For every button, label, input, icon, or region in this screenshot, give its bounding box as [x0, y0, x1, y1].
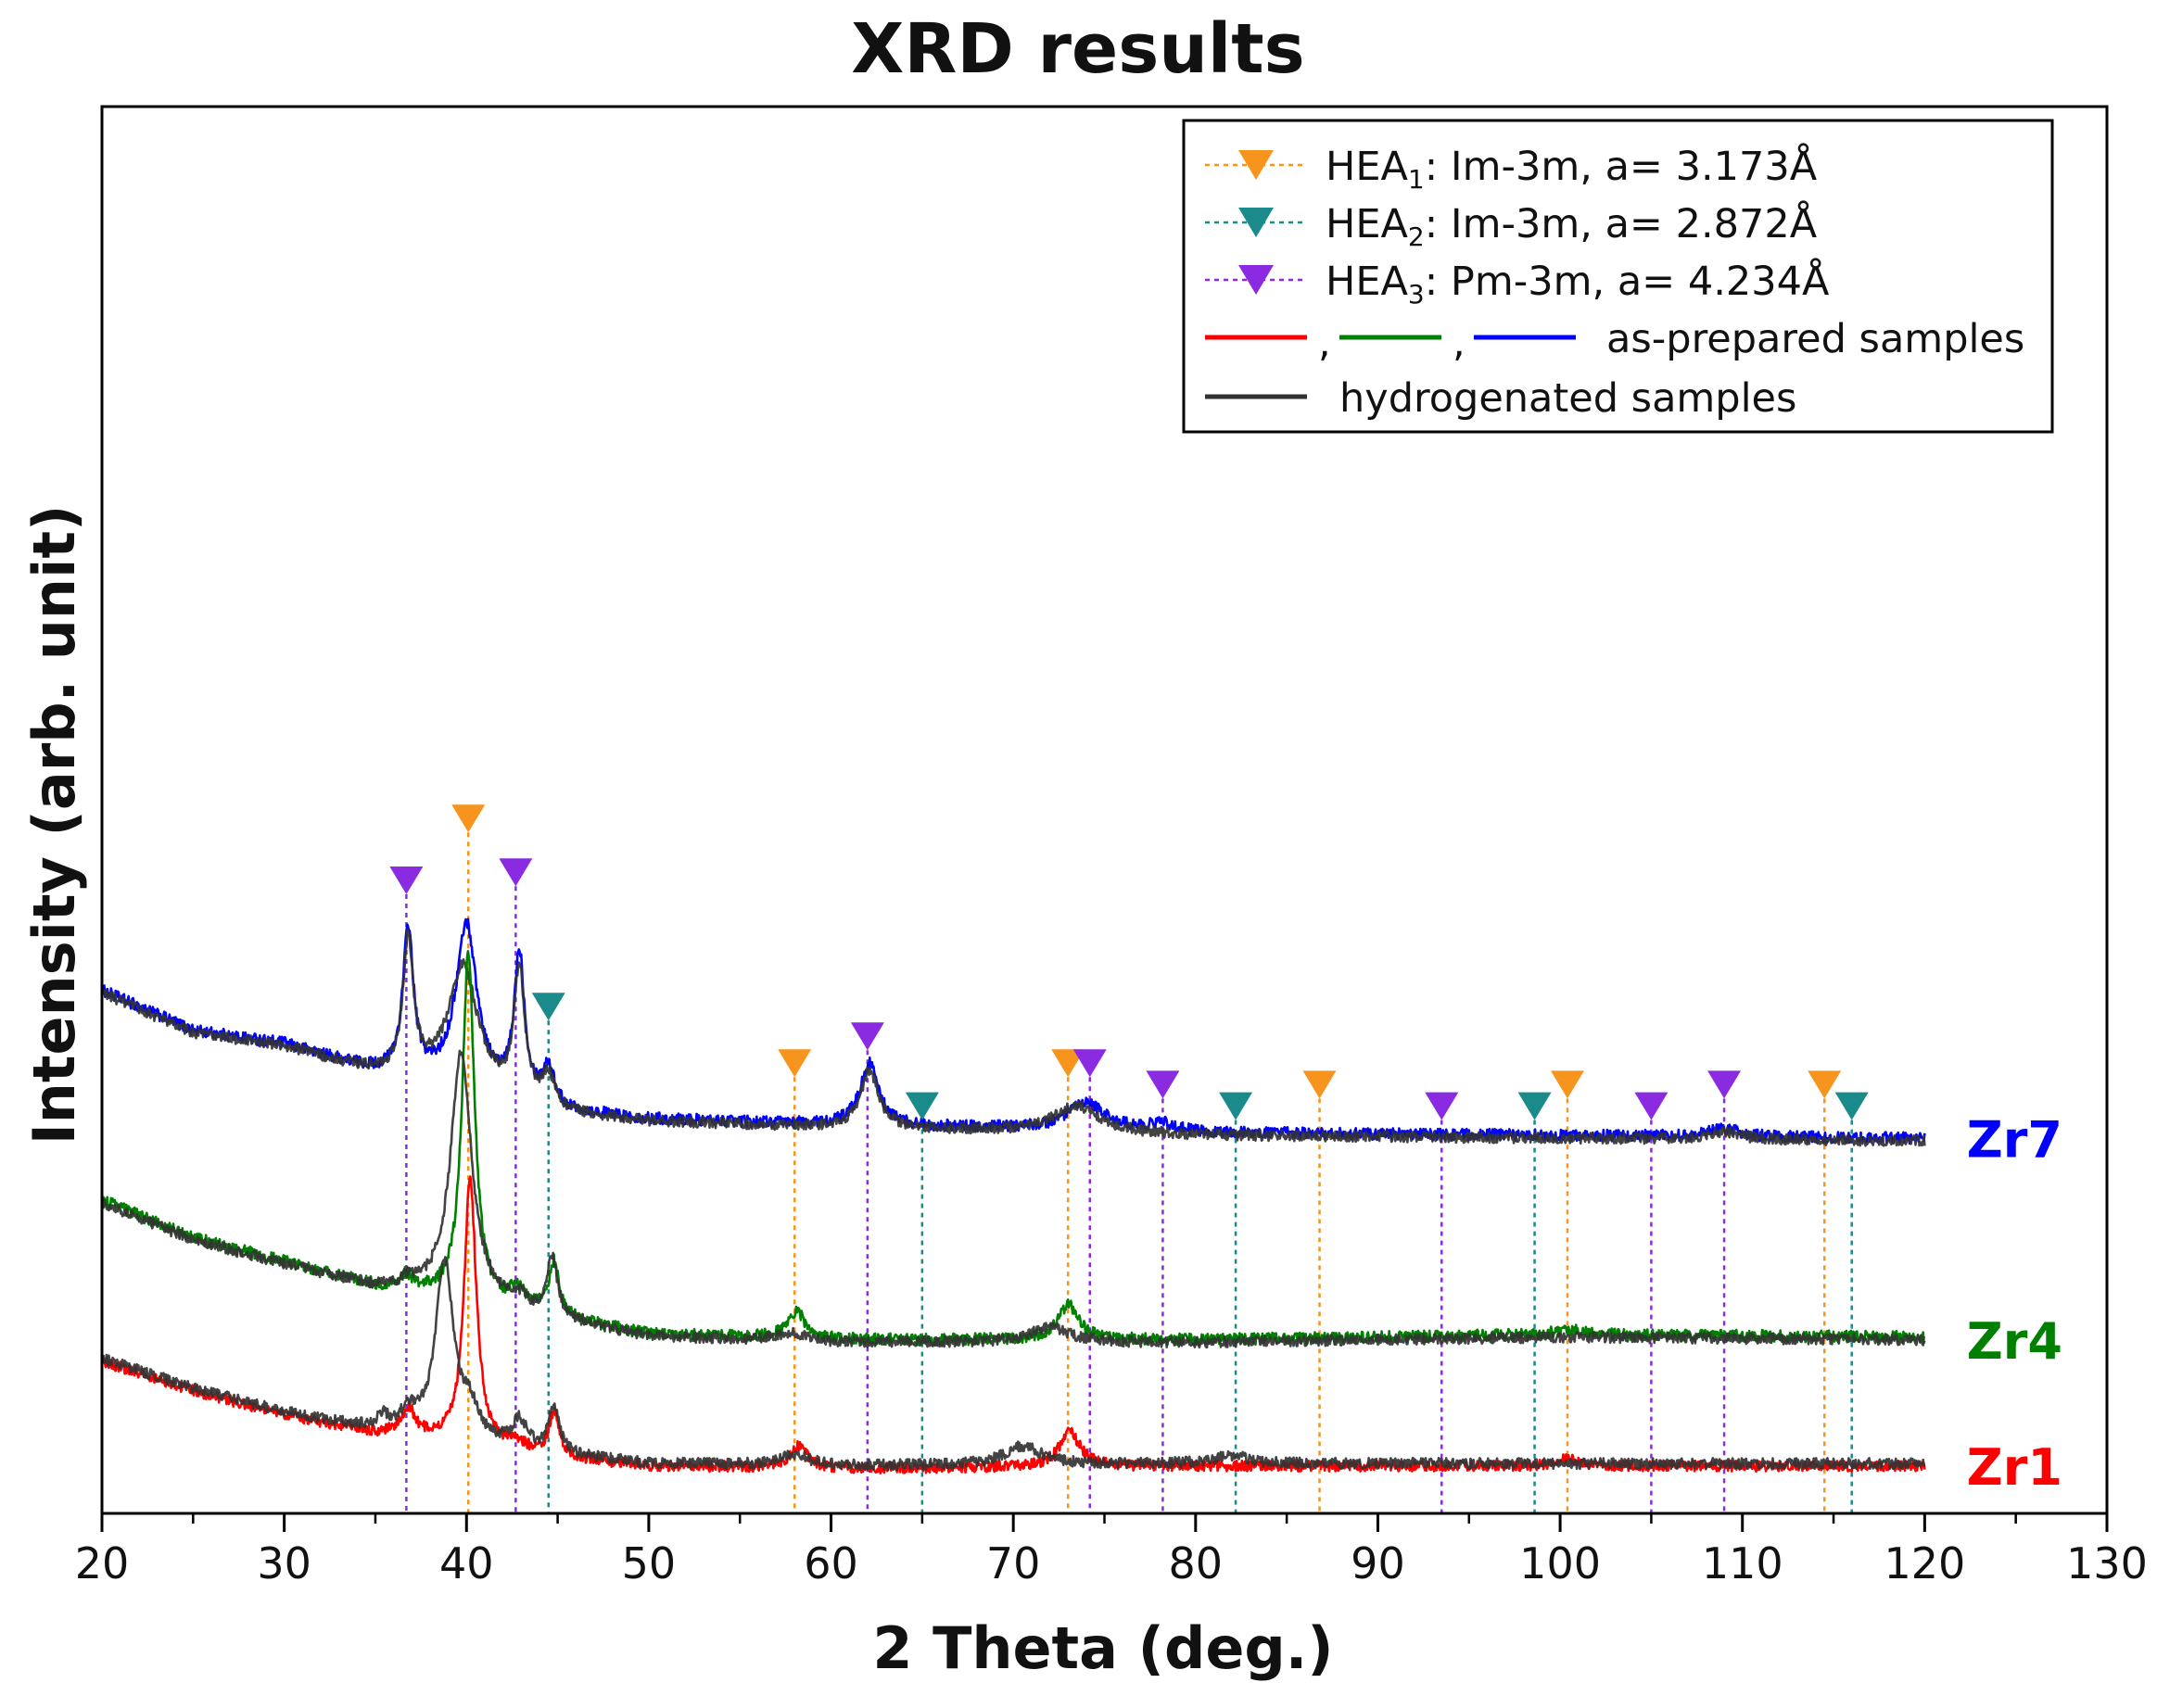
marker-hea2 [1517, 1092, 1552, 1120]
legend-separator: , [1453, 320, 1465, 366]
marker-hea3 [389, 867, 424, 894]
marker-hea3 [1425, 1092, 1459, 1120]
sample-label-zr7: Zr7 [1967, 1110, 2062, 1169]
marker-hea3 [850, 1022, 884, 1051]
marker-hea1 [451, 804, 486, 833]
marker-hea1 [1550, 1070, 1584, 1099]
x-tick-label: 100 [1519, 1538, 1601, 1588]
marker-hea2 [531, 993, 565, 1021]
sample-label-zr1: Zr1 [1967, 1438, 2062, 1497]
marker-hea2 [1834, 1092, 1869, 1120]
x-tick-label: 70 [986, 1538, 1041, 1588]
zr1-hydrogenated-curve [100, 1256, 1926, 1472]
legend-marker [1238, 208, 1274, 237]
x-tick-label: 90 [1351, 1538, 1405, 1588]
x-tick-label: 50 [622, 1538, 677, 1588]
legend-label: HEA3: Pm-3m, a= 4.234Å [1326, 258, 1830, 310]
legend-marker [1238, 265, 1274, 295]
legend-label: HEA1: Im-3m, a= 3.173Å [1326, 143, 1818, 195]
marker-hea3 [1707, 1070, 1742, 1099]
marker-hea2 [905, 1092, 939, 1120]
phase-markers [389, 804, 1869, 1120]
marker-hea3 [1634, 1092, 1669, 1120]
phase-reference-lines [405, 832, 1853, 1513]
marker-hea1 [1302, 1070, 1337, 1099]
marker-hea3 [1146, 1070, 1180, 1099]
marker-hea1 [778, 1049, 812, 1078]
legend-label: as-prepared samples [1606, 316, 2024, 362]
marker-hea3 [1072, 1049, 1107, 1078]
chart-title: XRD results [851, 9, 1304, 89]
marker-hea1 [1808, 1070, 1842, 1099]
zr4-hydrogenated-curve [100, 1049, 1926, 1349]
spectra-layer [100, 917, 1926, 1474]
zr7-as-prepared-curve [100, 917, 1926, 1145]
marker-hea3 [499, 858, 533, 887]
marker-hea2 [1219, 1092, 1253, 1120]
x-tick-label: 80 [1169, 1538, 1224, 1588]
x-tick-label: 130 [2066, 1538, 2148, 1588]
sample-labels: Zr7 Zr4 Zr1 [1967, 1110, 2062, 1497]
y-axis-label: Intensity (arb. unit) [20, 505, 88, 1145]
legend-label: hydrogenated samples [1339, 375, 1796, 422]
legend-box [1182, 119, 2054, 434]
x-tick-label: 110 [1702, 1538, 1783, 1588]
legend-separator: , [1318, 320, 1331, 366]
legend-label: HEA2: Im-3m, a= 2.872Å [1326, 200, 1818, 252]
x-tick-label: 20 [75, 1538, 130, 1588]
zr7-hydrogenated-curve [100, 929, 1926, 1147]
x-tick-label: 120 [1884, 1538, 1965, 1588]
x-axis: 20 30 40 50 60 70 80 90 100 110 120 130 [75, 1513, 2148, 1588]
x-tick-label: 30 [257, 1538, 311, 1588]
legend-marker [1238, 150, 1274, 180]
sample-label-zr4: Zr4 [1967, 1312, 2062, 1371]
x-tick-label: 40 [439, 1538, 494, 1588]
marker-hea1 [1051, 1049, 1085, 1078]
x-tick-label: 60 [804, 1538, 858, 1588]
x-axis-label: 2 Theta (deg.) [872, 1614, 1333, 1682]
